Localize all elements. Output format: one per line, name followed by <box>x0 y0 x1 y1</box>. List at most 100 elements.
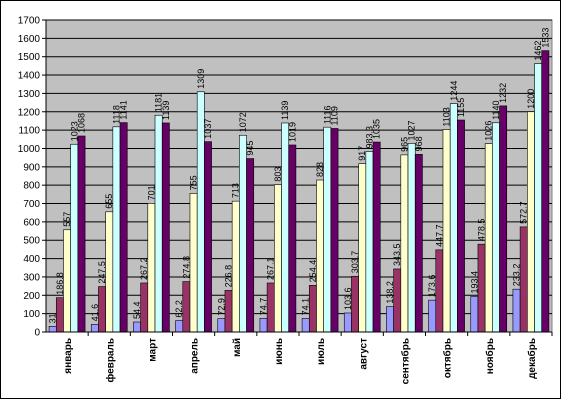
data-label: 31 <box>48 313 58 323</box>
data-label: 254.4 <box>308 260 318 283</box>
y-tick-label: 1700 <box>18 16 41 27</box>
data-label: 267.1 <box>266 257 276 280</box>
bar <box>133 321 141 333</box>
bar <box>48 326 57 333</box>
bar <box>330 128 339 333</box>
x-category-label: ноябрь <box>484 338 496 374</box>
data-label: 572.7 <box>519 201 529 224</box>
data-label: 917 <box>357 146 367 161</box>
y-tick-label: 100 <box>23 309 40 320</box>
data-label: 945 <box>245 141 255 156</box>
x-category-label: июнь <box>274 338 285 365</box>
data-label: 247.5 <box>97 261 107 284</box>
data-label: 1026 <box>484 121 494 141</box>
y-tick-label: 1000 <box>18 144 41 155</box>
bar <box>239 134 247 333</box>
bar <box>288 144 297 333</box>
y-tick-label: 1500 <box>18 52 41 63</box>
data-label: 1027 <box>407 120 417 140</box>
y-tick-label: 300 <box>23 272 40 283</box>
data-label: 186.8 <box>55 272 65 295</box>
bar <box>372 141 381 333</box>
data-label: 1155 <box>456 98 466 117</box>
bar <box>407 143 416 333</box>
y-tick-label: 800 <box>23 181 40 192</box>
x-axis-categories: январь февраль март апрель май июнь июль август… <box>63 332 553 384</box>
bar <box>204 141 212 333</box>
data-label: 447.7 <box>434 224 444 247</box>
bar <box>414 154 423 333</box>
bar <box>499 105 508 333</box>
bar <box>428 299 437 333</box>
data-label: 1019 <box>287 122 297 142</box>
bars <box>48 50 550 333</box>
data-label: 478.5 <box>477 219 487 242</box>
data-label: 755 <box>189 175 199 190</box>
data-label: 54.4 <box>132 301 142 319</box>
data-label: 226.8 <box>224 265 234 288</box>
x-category-label: октябрь <box>442 338 454 378</box>
bar <box>119 122 128 333</box>
data-label: 72.9 <box>216 298 226 316</box>
bar <box>323 126 332 333</box>
data-label: 1035 <box>372 119 382 139</box>
data-label: 713 <box>231 183 241 198</box>
data-label: 965 <box>399 137 409 152</box>
data-label: 1244 <box>449 81 459 101</box>
bar <box>70 143 79 333</box>
data-label: 173.6 <box>427 275 437 298</box>
bar <box>154 114 163 333</box>
data-label: 1118 <box>111 105 121 124</box>
x-category-label: июль <box>316 338 327 365</box>
data-label: 343.5 <box>392 243 402 266</box>
data-label: 557 <box>62 212 72 227</box>
data-label: 74.7 <box>259 298 269 316</box>
data-label: 1023 <box>69 121 79 141</box>
y-tick-label: 0 <box>34 328 40 339</box>
data-label: 1200 <box>526 89 536 109</box>
x-category-label: январь <box>63 338 74 374</box>
bar <box>217 318 226 333</box>
data-label: 1309 <box>196 69 206 89</box>
data-label: 303.7 <box>350 251 360 274</box>
data-label: 1181 <box>154 93 164 112</box>
y-tick-label: 1100 <box>18 126 40 137</box>
x-category-label: декабрь <box>526 338 538 379</box>
bar <box>358 163 367 333</box>
data-label: 1116 <box>322 105 332 124</box>
bar <box>541 50 550 333</box>
data-label: 274.8 <box>181 256 191 279</box>
data-label: 1232 <box>498 83 508 103</box>
data-label: 968 <box>414 136 424 151</box>
bar <box>246 158 255 333</box>
y-tick-label: 1400 <box>18 71 41 82</box>
data-label: 1533 <box>540 28 550 48</box>
data-label: 103.6 <box>343 287 353 310</box>
data-label: 1140 <box>491 100 501 119</box>
data-label: 74.1 <box>301 298 311 316</box>
bar <box>316 179 324 333</box>
data-label: 41.6 <box>90 304 100 322</box>
x-category-label: апрель <box>190 338 201 374</box>
data-label: 1109 <box>329 106 339 125</box>
data-label: 1072 <box>238 112 248 132</box>
bar <box>301 318 310 333</box>
bar <box>112 126 121 333</box>
bar <box>492 122 500 333</box>
bar <box>386 306 394 333</box>
y-tick-label: 400 <box>23 254 40 265</box>
bar <box>457 119 465 333</box>
bar <box>512 288 521 333</box>
y-tick-label: 1200 <box>18 107 41 118</box>
data-label: 233.2 <box>512 264 522 287</box>
y-tick-label: 200 <box>23 291 40 302</box>
data-label: 1462 <box>533 41 543 61</box>
bar <box>77 135 86 333</box>
y-tick-label: 500 <box>23 236 40 247</box>
y-tick-label: 1600 <box>18 34 41 45</box>
data-label: 1139 <box>161 101 171 120</box>
y-tick-label: 1300 <box>18 89 41 100</box>
y-tick-label: 700 <box>23 199 40 210</box>
